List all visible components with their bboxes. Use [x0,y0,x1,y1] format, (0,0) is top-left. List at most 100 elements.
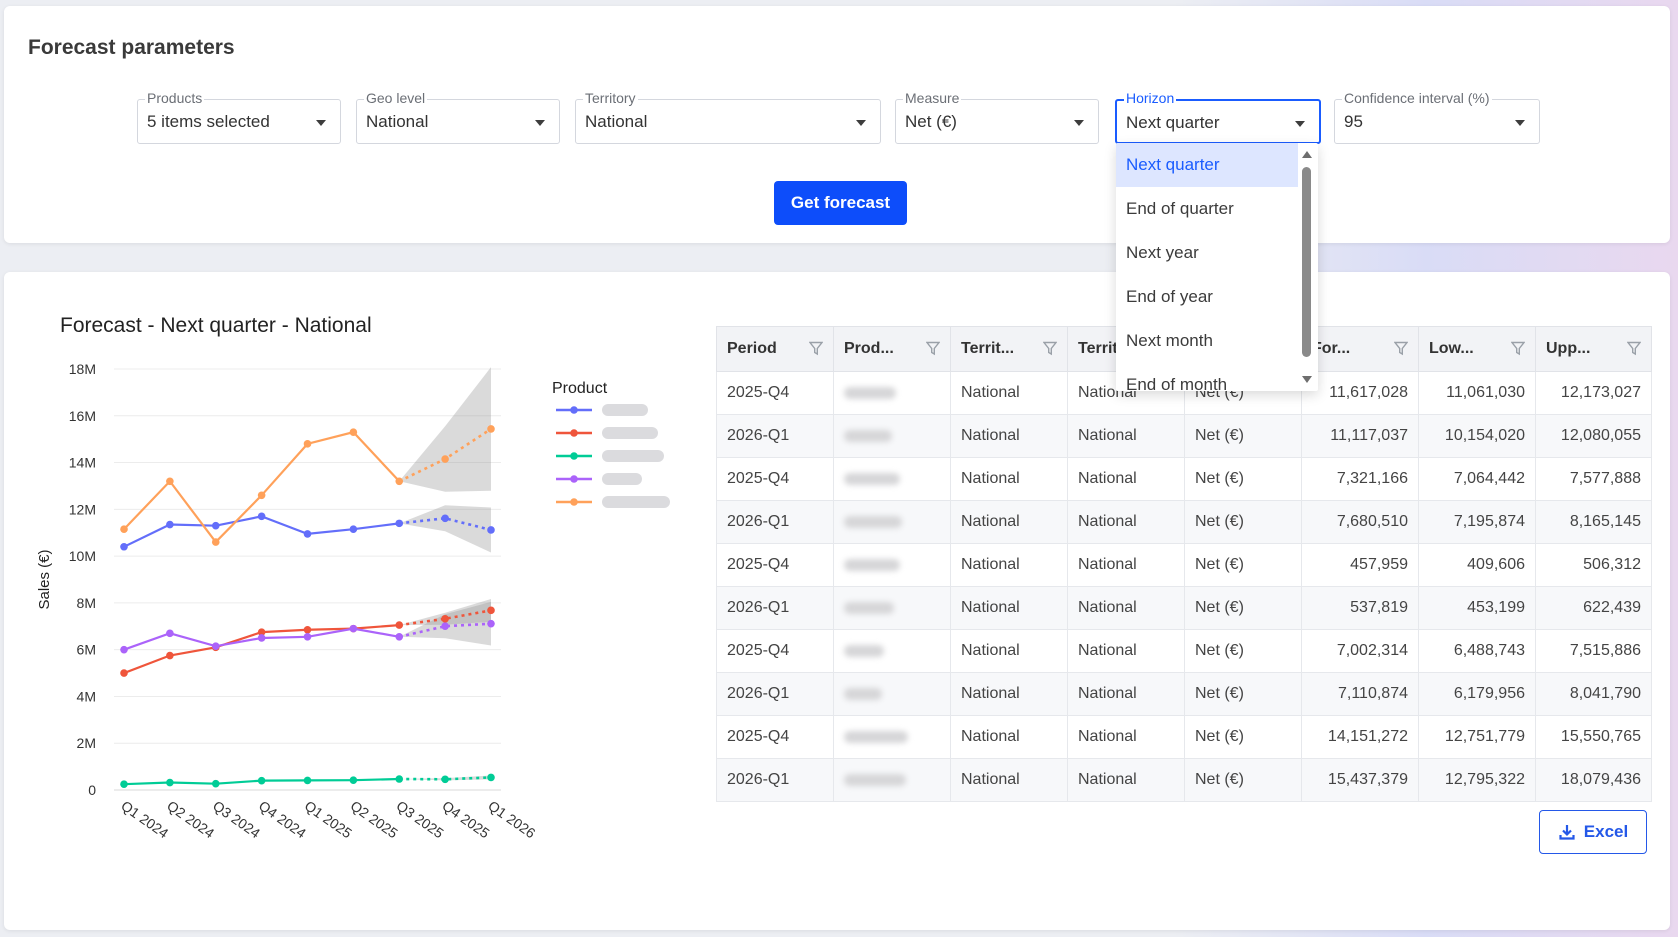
table-cell: 7,002,314 [1301,629,1419,673]
horizon-select[interactable]: Horizon Next quarter [1115,90,1321,144]
series-history-line [123,515,400,548]
forecast-parameters-panel: Forecast parameters Products 5 items sel… [4,6,1670,243]
data-point [211,642,220,650]
series-forecast-line [398,622,492,639]
column-header[interactable]: Period [716,326,834,372]
legend-title: Product [552,380,608,397]
table-cell [833,414,951,458]
data-point [303,776,312,785]
confidence-band [399,599,491,626]
geo-level-select[interactable]: Geo level National [356,90,560,144]
data-point [166,629,174,638]
get-forecast-button[interactable]: Get forecast [774,181,907,225]
table-row: 2025-Q4 National National Net (€) 7,002,314 6… [716,629,1652,673]
y-axis-label: Sales (€) [36,549,53,609]
scroll-up-icon[interactable] [1302,151,1312,158]
territory-label: Territory [583,90,638,106]
scroll-down-icon[interactable] [1302,376,1312,383]
excel-export-button[interactable]: Excel [1539,810,1647,854]
caret-down-icon [1295,121,1305,127]
table-cell: 2026-Q1 [716,672,834,716]
measure-value: Net (€) [905,112,957,131]
filter-icon[interactable] [1511,341,1525,356]
horizon-option-end-of-quarter[interactable]: End of quarter [1126,199,1234,218]
data-point [349,624,358,633]
redacted-legend-entry [602,427,658,439]
horizon-value: Next quarter [1126,113,1220,132]
table-cell: 537,819 [1301,586,1419,630]
data-point [395,621,404,629]
table-cell: 15,550,765 [1535,715,1652,759]
data-point [120,780,128,788]
table-cell: 12,173,027 [1535,371,1652,415]
measure-select[interactable]: Measure Net (€) [895,90,1099,144]
table-row: 2025-Q4 National National Net (€) 7,321,166 7… [716,457,1652,501]
data-point [120,542,128,551]
territory-select[interactable]: Territory National [575,90,881,144]
table-cell: 506,312 [1535,543,1652,587]
column-header-label: Low... [1429,340,1474,357]
horizon-option-next-quarter[interactable]: Next quarter [1116,143,1298,187]
table-cell: National [1067,457,1185,501]
table-cell: National [950,371,1068,415]
column-header[interactable]: Prod... [833,326,951,372]
x-tick-label: Q3 2024 [210,797,263,841]
legend-marker [570,452,578,460]
caret-down-icon [535,120,545,126]
table-cell: National [950,672,1068,716]
table-cell: National [1067,543,1185,587]
confidence-interval-select[interactable]: Confidence interval (%) 95 [1334,90,1540,144]
data-point [349,428,358,436]
table-cell: 18,079,436 [1535,758,1652,802]
table-cell [833,629,951,673]
table-cell: 2026-Q1 [716,500,834,544]
table-cell: National [950,457,1068,501]
x-tick-label: Q4 2025 [439,797,492,841]
chart-title: Forecast - Next quarter - National [60,314,372,337]
table-cell: National [1067,672,1185,716]
column-header[interactable]: Low... [1418,326,1536,372]
y-tick-label: 10M [69,548,96,564]
column-header[interactable]: For... [1301,326,1419,372]
filter-icon[interactable] [926,341,940,356]
horizon-option-next-year[interactable]: Next year [1126,243,1199,262]
table-cell: 7,110,874 [1301,672,1419,716]
x-tick-label: Q1 2025 [302,797,355,841]
download-icon [1559,825,1575,840]
filter-icon[interactable] [1627,341,1641,356]
horizon-option-end-of-year[interactable]: End of year [1126,287,1213,306]
dropdown-scrollbar[interactable] [1302,143,1316,391]
horizon-option-end-of-month[interactable]: End of month [1126,375,1228,391]
data-point [166,778,174,787]
table-cell: 10,154,020 [1418,414,1536,458]
redacted-legend-entry [602,450,664,462]
table-cell: 2025-Q4 [716,629,834,673]
measure-label: Measure [903,90,962,106]
series-forecast-line [399,776,492,781]
column-header[interactable]: Territ... [950,326,1068,372]
data-point [257,512,266,521]
table-cell: 7,321,166 [1301,457,1419,501]
geo-level-value: National [366,112,429,131]
data-point [487,606,495,615]
table-cell: 11,117,037 [1301,414,1419,458]
x-tick-label: Q2 2025 [348,797,401,841]
redacted-legend-entry [602,496,670,508]
table-cell [833,758,951,802]
scroll-thumb[interactable] [1302,167,1311,357]
geo-level-label: Geo level [364,90,428,106]
table-cell: 12,795,322 [1418,758,1536,802]
filter-icon[interactable] [1394,341,1408,356]
legend-marker [570,406,578,414]
data-point [211,521,220,530]
products-select[interactable]: Products 5 items selected [137,90,341,144]
column-header[interactable]: Upp... [1535,326,1652,372]
filter-icon[interactable] [809,341,823,356]
caret-down-icon [1515,120,1525,126]
table-cell: 6,179,956 [1418,672,1536,716]
table-cell [833,715,951,759]
y-tick-label: 6M [77,642,96,658]
table-cell: National [1067,586,1185,630]
horizon-option-next-month[interactable]: Next month [1126,331,1213,350]
filter-icon[interactable] [1043,341,1057,356]
